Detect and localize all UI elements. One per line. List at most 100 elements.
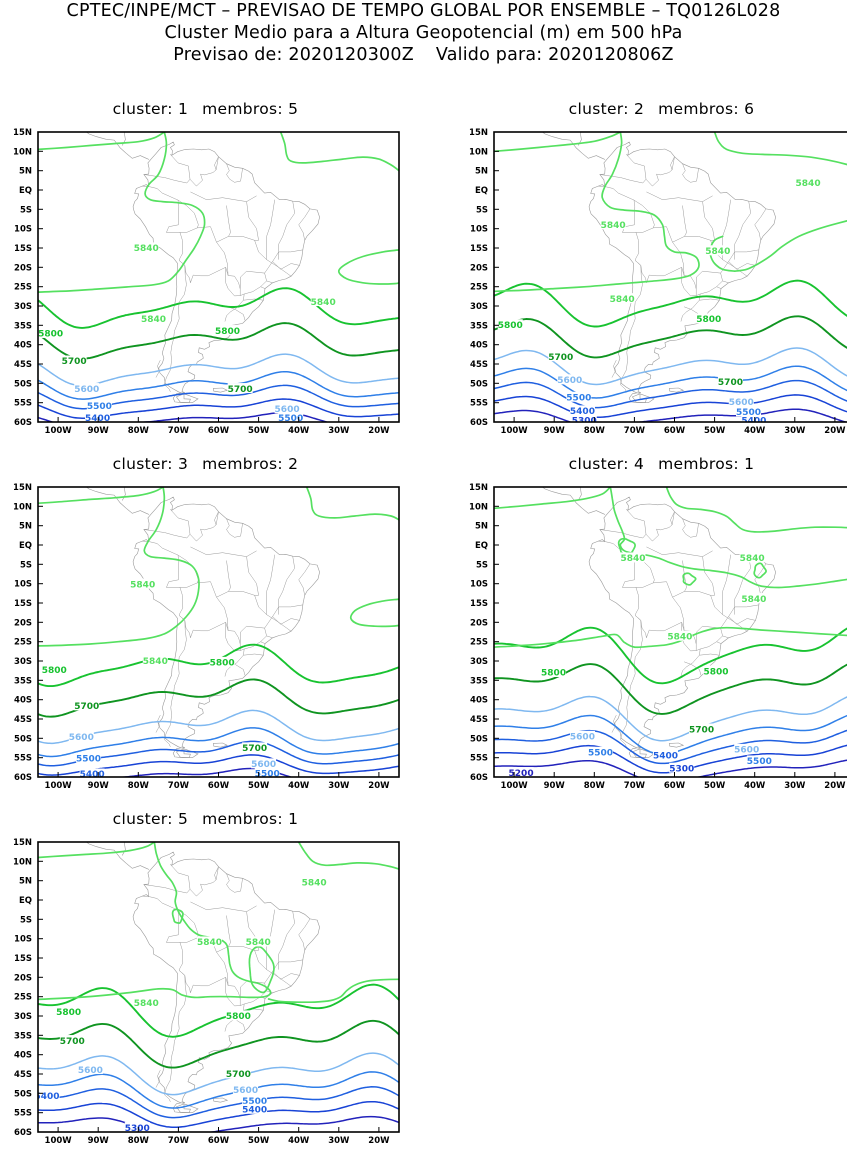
svg-text:5840: 5840 xyxy=(302,879,327,889)
members-label: membros: xyxy=(658,455,739,473)
svg-text:5800: 5800 xyxy=(38,330,63,340)
svg-text:5S: 5S xyxy=(20,915,32,925)
svg-text:55S: 55S xyxy=(14,754,32,764)
svg-text:70W: 70W xyxy=(624,426,646,436)
members-value: 5 xyxy=(288,100,299,118)
svg-text:60W: 60W xyxy=(664,426,686,436)
contour-map-4: 5840 5840 5840 5840 5800 5800 5700 5600 5600 5500… xyxy=(464,483,847,795)
svg-text:15N: 15N xyxy=(469,483,488,493)
svg-text:50W: 50W xyxy=(248,1136,270,1146)
svg-text:EQ: EQ xyxy=(19,541,32,551)
svg-text:60S: 60S xyxy=(14,1128,32,1138)
svg-text:70W: 70W xyxy=(624,781,646,791)
cluster-value: 3 xyxy=(177,455,189,473)
svg-text:60S: 60S xyxy=(14,418,32,428)
svg-text:15S: 15S xyxy=(470,599,488,609)
svg-text:40W: 40W xyxy=(288,781,310,791)
svg-text:30S: 30S xyxy=(14,657,32,667)
svg-text:5500: 5500 xyxy=(736,408,761,418)
svg-text:40W: 40W xyxy=(744,426,766,436)
svg-text:25S: 25S xyxy=(470,283,488,293)
cluster-value: 1 xyxy=(177,100,189,118)
svg-text:5S: 5S xyxy=(476,205,488,215)
svg-text:60W: 60W xyxy=(664,781,686,791)
cluster-label: cluster: xyxy=(568,455,629,473)
svg-text:50W: 50W xyxy=(248,781,270,791)
svg-text:70W: 70W xyxy=(168,1136,190,1146)
svg-text:35S: 35S xyxy=(470,321,488,331)
svg-text:20W: 20W xyxy=(824,781,846,791)
contour-labels: 5840 5840 5840 5840 5800 5800 5700 5700 5600 5600… xyxy=(34,877,327,1132)
svg-text:35S: 35S xyxy=(14,676,32,686)
svg-text:60S: 60S xyxy=(470,773,488,783)
svg-text:5700: 5700 xyxy=(60,1037,85,1047)
svg-text:5600: 5600 xyxy=(74,385,99,395)
svg-text:EQ: EQ xyxy=(475,541,488,551)
svg-text:20S: 20S xyxy=(470,263,488,273)
cluster-value: 4 xyxy=(633,455,645,473)
svg-text:5840: 5840 xyxy=(667,632,692,642)
svg-text:100W: 100W xyxy=(45,426,73,436)
svg-text:5800: 5800 xyxy=(498,321,523,331)
svg-text:10S: 10S xyxy=(470,580,488,590)
svg-text:40W: 40W xyxy=(744,781,766,791)
svg-text:5400: 5400 xyxy=(242,1105,267,1115)
svg-text:80W: 80W xyxy=(584,426,606,436)
panel-row: cluster: 3 membros: 2 5840 5840 5800 5800 5700… xyxy=(0,455,847,810)
svg-text:5S: 5S xyxy=(20,205,32,215)
svg-text:10S: 10S xyxy=(14,935,32,945)
svg-text:5700: 5700 xyxy=(718,378,743,388)
svg-text:20W: 20W xyxy=(368,781,390,791)
svg-text:40S: 40S xyxy=(14,1051,32,1061)
svg-text:30W: 30W xyxy=(328,426,350,436)
svg-text:5500: 5500 xyxy=(747,757,772,767)
svg-text:5800: 5800 xyxy=(703,667,728,677)
svg-text:15S: 15S xyxy=(14,244,32,254)
svg-text:40W: 40W xyxy=(288,426,310,436)
svg-text:100W: 100W xyxy=(45,781,73,791)
cluster-panel-2: cluster: 2 membros: 6 5840 5840 5840 5840 5800… xyxy=(464,100,847,440)
svg-text:20S: 20S xyxy=(14,263,32,273)
members-value: 1 xyxy=(744,455,755,473)
svg-text:35S: 35S xyxy=(14,321,32,331)
svg-text:50S: 50S xyxy=(470,734,488,744)
svg-text:10N: 10N xyxy=(13,502,32,512)
svg-text:100W: 100W xyxy=(501,781,529,791)
svg-text:10S: 10S xyxy=(470,225,488,235)
svg-text:10N: 10N xyxy=(13,147,32,157)
svg-text:20W: 20W xyxy=(368,426,390,436)
svg-text:5S: 5S xyxy=(476,560,488,570)
svg-text:5840: 5840 xyxy=(620,554,645,564)
members-label: membros: xyxy=(202,100,283,118)
svg-text:15N: 15N xyxy=(13,128,32,138)
svg-text:25S: 25S xyxy=(14,283,32,293)
cluster-label: cluster: xyxy=(112,810,173,828)
svg-text:30W: 30W xyxy=(784,426,806,436)
svg-text:5600: 5600 xyxy=(69,733,94,743)
header-line-2: Cluster Medio para a Altura Geopotencial… xyxy=(164,23,683,43)
svg-text:5840: 5840 xyxy=(134,999,159,1009)
basemap-layer xyxy=(85,132,320,404)
svg-text:5800: 5800 xyxy=(226,1012,251,1022)
svg-text:45S: 45S xyxy=(14,360,32,370)
svg-text:30S: 30S xyxy=(470,657,488,667)
svg-text:5840: 5840 xyxy=(740,554,765,564)
svg-text:5600: 5600 xyxy=(734,746,759,756)
cluster-label: cluster: xyxy=(112,455,173,473)
svg-text:5840: 5840 xyxy=(197,938,222,948)
members-value: 1 xyxy=(288,810,299,828)
members-value: 2 xyxy=(288,455,299,473)
svg-text:5300: 5300 xyxy=(572,417,597,427)
svg-text:90W: 90W xyxy=(544,426,566,436)
svg-text:80W: 80W xyxy=(584,781,606,791)
svg-text:5600: 5600 xyxy=(251,760,276,770)
svg-text:5400: 5400 xyxy=(34,1092,59,1102)
panel-title-4: cluster: 4 membros: 1 xyxy=(464,455,847,473)
svg-text:20W: 20W xyxy=(824,426,846,436)
svg-text:80W: 80W xyxy=(128,1136,150,1146)
svg-text:60S: 60S xyxy=(470,418,488,428)
svg-text:70W: 70W xyxy=(168,781,190,791)
svg-text:5800: 5800 xyxy=(210,659,235,669)
svg-text:10N: 10N xyxy=(469,147,488,157)
svg-text:5400: 5400 xyxy=(570,407,595,417)
